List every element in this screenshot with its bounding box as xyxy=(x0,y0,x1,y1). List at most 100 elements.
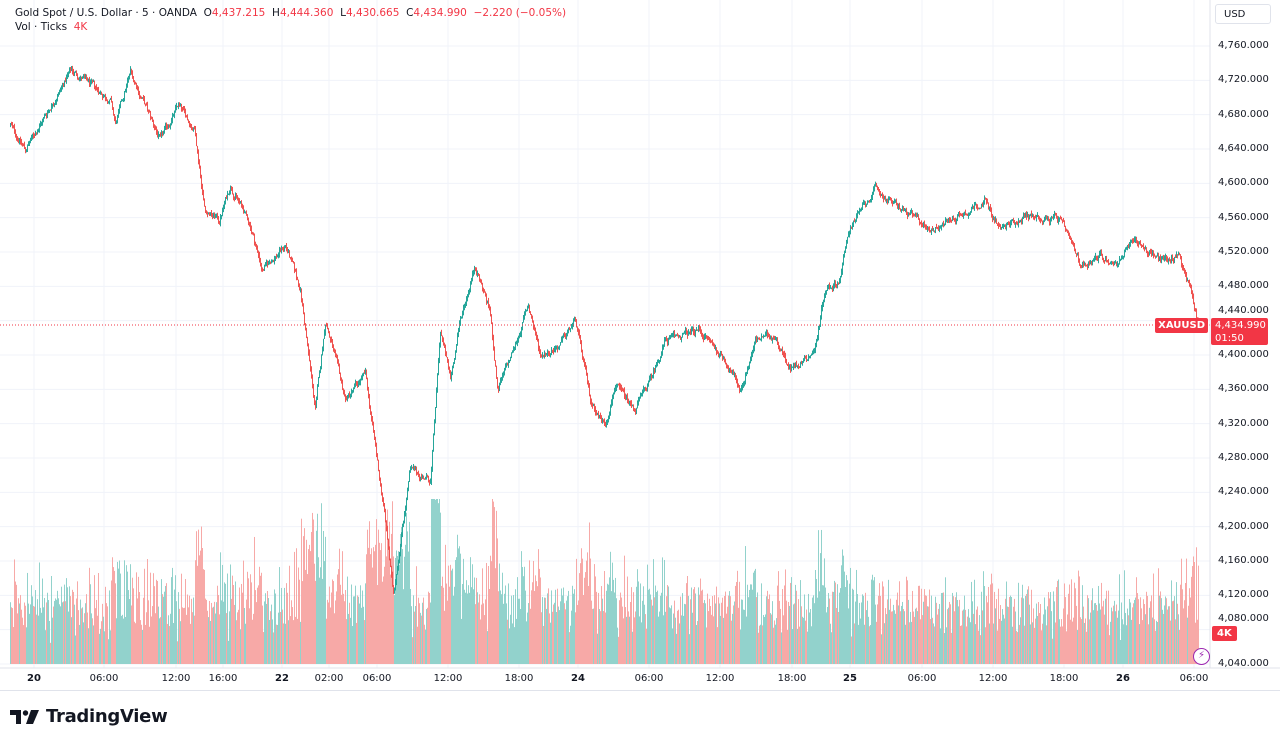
candle xyxy=(222,207,223,217)
candle-body xyxy=(39,126,40,131)
candle xyxy=(1023,212,1024,219)
candle-body xyxy=(1007,222,1008,226)
candle-body xyxy=(833,286,834,289)
volume-bar xyxy=(571,610,572,664)
lightning-icon[interactable]: ⚡ xyxy=(1193,648,1210,665)
candle-body xyxy=(542,355,543,357)
volume-bar xyxy=(1034,627,1035,664)
candle xyxy=(685,326,686,335)
volume-bar xyxy=(844,571,845,664)
candle-body xyxy=(143,97,144,99)
candle-body xyxy=(630,401,631,403)
chart-canvas[interactable] xyxy=(0,0,1280,690)
candle-body xyxy=(1035,217,1036,219)
candle-body xyxy=(654,370,655,372)
symbol-title[interactable]: Gold Spot / U.S. Dollar · 5 · OANDA xyxy=(15,7,197,19)
candle xyxy=(1084,261,1085,266)
candle xyxy=(1011,219,1012,226)
candle xyxy=(543,354,544,358)
candle xyxy=(939,225,940,233)
candle xyxy=(1165,253,1166,261)
currency-button[interactable]: USD xyxy=(1215,4,1271,24)
candle-body xyxy=(847,236,848,242)
candle xyxy=(1103,257,1104,263)
candle xyxy=(749,361,750,370)
candle-body xyxy=(698,327,699,330)
volume-bar xyxy=(199,555,200,664)
candle xyxy=(1014,220,1015,225)
candle-body xyxy=(480,279,481,282)
candle-body xyxy=(758,337,759,339)
volume-label[interactable]: Vol · Ticks xyxy=(15,21,68,33)
time-tick-label: 26 xyxy=(1116,673,1130,684)
volume-bar xyxy=(39,562,40,664)
volume-bar xyxy=(796,590,797,664)
volume-bar xyxy=(589,522,590,664)
candle xyxy=(1045,215,1046,221)
candle-body xyxy=(487,301,488,303)
candle-body xyxy=(152,118,153,121)
candle xyxy=(488,297,489,309)
volume-bar xyxy=(424,624,425,664)
volume-bar xyxy=(79,624,80,664)
candle xyxy=(824,293,825,303)
volume-bar xyxy=(585,572,586,664)
candle-body xyxy=(672,334,673,336)
candle-body xyxy=(151,117,152,119)
candle xyxy=(790,363,791,373)
candle xyxy=(807,359,808,361)
candle xyxy=(1193,293,1194,305)
volume-bar xyxy=(820,553,821,664)
candle xyxy=(847,236,848,244)
tradingview-logo[interactable]: TradingView xyxy=(10,706,168,727)
time-tick-label: 24 xyxy=(571,673,585,684)
candle-body xyxy=(589,385,590,395)
candle-body xyxy=(367,379,368,390)
candle xyxy=(715,344,716,351)
candle-body xyxy=(675,334,676,336)
volume-bar xyxy=(612,562,613,664)
candle-body xyxy=(248,219,249,224)
volume-bar xyxy=(351,584,352,664)
candle-body xyxy=(146,104,147,106)
candle-body xyxy=(977,206,978,209)
candle xyxy=(80,75,81,82)
candle xyxy=(495,360,496,367)
volume-bar xyxy=(447,600,448,664)
candle-body xyxy=(371,412,372,419)
candle-body xyxy=(1005,225,1006,228)
candle-body xyxy=(862,204,863,209)
candle xyxy=(174,110,175,119)
volume-bar xyxy=(83,622,84,664)
candle-body xyxy=(628,400,629,403)
candle-body xyxy=(253,233,254,236)
volume-bar xyxy=(764,616,765,664)
volume-bar xyxy=(208,617,209,664)
candle xyxy=(1026,211,1027,220)
candle xyxy=(491,314,492,325)
volume-bar xyxy=(1071,579,1072,664)
candle xyxy=(880,191,881,198)
volume-bar xyxy=(86,594,87,664)
last-price-tag: 4,434.990 01:50 xyxy=(1211,318,1268,345)
volume-bar xyxy=(124,560,125,664)
candle-body xyxy=(566,335,567,338)
volume-bar xyxy=(1026,593,1027,664)
chart-pane[interactable]: Gold Spot / U.S. Dollar · 5 · OANDA O4,4… xyxy=(0,0,1280,691)
volume-bar xyxy=(883,586,884,664)
candle-body xyxy=(785,355,786,361)
volume-bar xyxy=(1140,597,1141,664)
volume-bar xyxy=(48,600,49,664)
candle xyxy=(798,363,799,370)
candle-body xyxy=(436,389,437,408)
candle xyxy=(1123,255,1124,260)
volume-bar xyxy=(255,590,256,664)
candle-body xyxy=(695,330,696,334)
candle-body xyxy=(884,198,885,200)
candle xyxy=(553,347,554,355)
candle xyxy=(527,305,528,312)
volume-bar xyxy=(233,585,234,664)
candle-body xyxy=(188,119,189,122)
volume-bar xyxy=(1142,620,1143,664)
volume-bar xyxy=(114,570,115,664)
